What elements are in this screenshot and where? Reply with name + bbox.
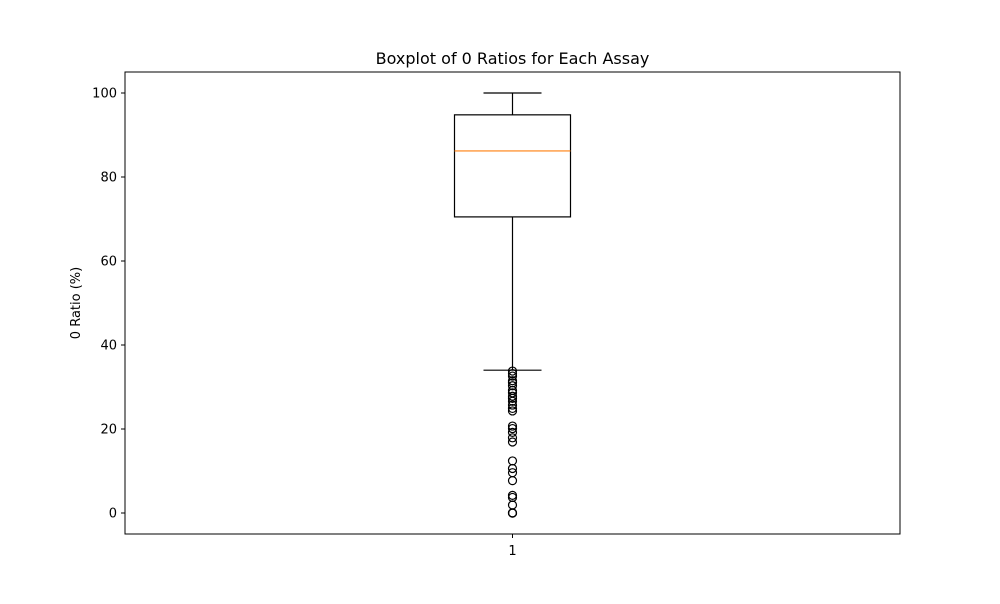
y-tick-label: 100 (92, 87, 117, 102)
outlier-point (507, 366, 518, 376)
outlier-point (507, 476, 518, 486)
outlier-point (507, 381, 518, 391)
outlier-point (507, 403, 518, 414)
outlier-point (507, 437, 518, 447)
iqr-box (453, 114, 572, 218)
outlier-point (507, 393, 518, 403)
plot-layer: 0 20 40 60 80 100 1 (92, 87, 572, 559)
outlier-point (507, 427, 518, 437)
axes-frame (124, 71, 901, 535)
outlier-point (507, 396, 518, 406)
outlier-point (507, 368, 518, 379)
outlier-point (507, 406, 518, 416)
y-axis-label: 0 Ratio (%) (69, 267, 84, 339)
outlier-point (507, 400, 518, 410)
y-tick-label: 80 (100, 171, 117, 186)
outlier-point (507, 423, 518, 434)
y-tick-label: 40 (100, 339, 117, 354)
outlier-point (507, 508, 518, 518)
y-tick-label: 0 (109, 507, 117, 522)
y-tick-label: 20 (100, 423, 117, 438)
y-tick-label: 60 (100, 255, 117, 270)
chart-title: Boxplot of 0 Ratios for Each Assay (376, 49, 650, 68)
outlier-point (507, 463, 518, 474)
outlier-point (507, 371, 518, 381)
outlier-point (507, 433, 518, 443)
outlier-point (507, 421, 518, 431)
x-tick-label: 1 (508, 544, 516, 559)
